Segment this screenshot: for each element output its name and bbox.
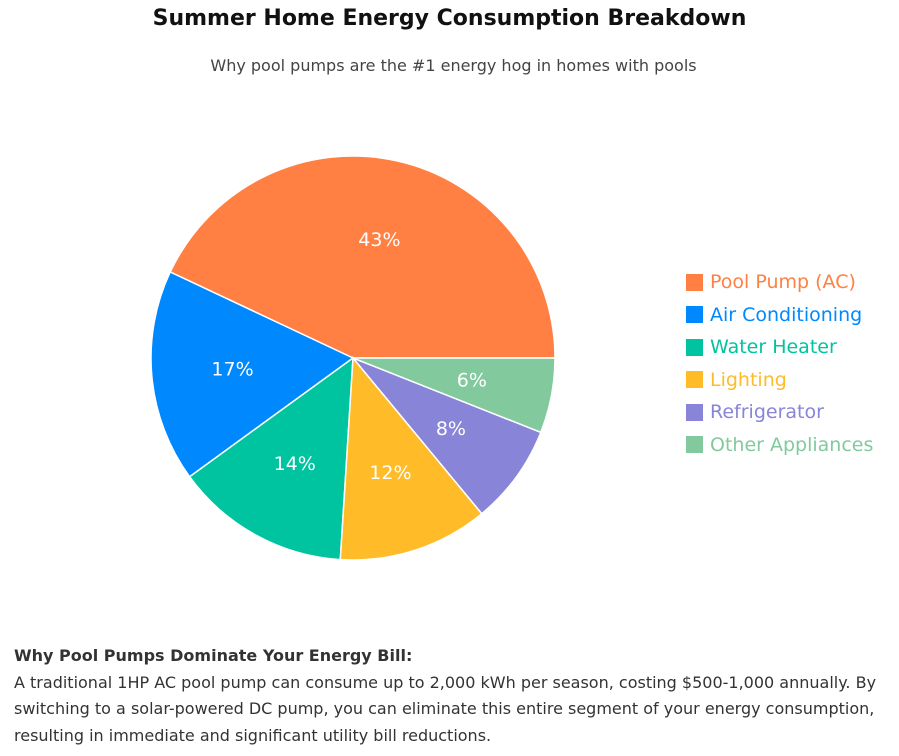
legend-swatch [686,274,703,291]
legend-item-lighting[interactable]: Lighting [686,364,873,397]
legend-label: Other Appliances [710,434,873,456]
note-body: A traditional 1HP AC pool pump can consu… [14,670,894,750]
info-note: Why Pool Pumps Dominate Your Energy Bill… [14,643,894,749]
pie-label-air-conditioning: 17% [211,358,253,380]
legend-swatch [686,436,703,453]
pie-label-water-heater: 14% [274,453,316,475]
legend-item-other-appliances[interactable]: Other Appliances [686,429,873,462]
legend-label: Refrigerator [710,401,824,423]
legend-item-air-conditioning[interactable]: Air Conditioning [686,299,873,332]
legend-swatch [686,371,703,388]
legend-item-refrigerator[interactable]: Refrigerator [686,396,873,429]
legend-swatch [686,339,703,356]
pie-label-refrigerator: 8% [436,418,466,440]
legend-item-water-heater[interactable]: Water Heater [686,331,873,364]
legend-label: Lighting [710,369,787,391]
legend-label: Pool Pump (AC) [710,271,856,293]
pie-label-pool-pump-ac: 43% [358,229,400,251]
legend-swatch [686,404,703,421]
legend-label: Water Heater [710,336,837,358]
legend-label: Air Conditioning [710,304,862,326]
legend-item-pool-pump-ac[interactable]: Pool Pump (AC) [686,266,873,299]
pie-label-lighting: 12% [369,462,411,484]
pie-label-other-appliances: 6% [457,370,487,392]
note-heading: Why Pool Pumps Dominate Your Energy Bill… [14,643,894,670]
legend-swatch [686,306,703,323]
chart-legend: Pool Pump (AC) Air Conditioning Water Heat… [686,266,873,461]
